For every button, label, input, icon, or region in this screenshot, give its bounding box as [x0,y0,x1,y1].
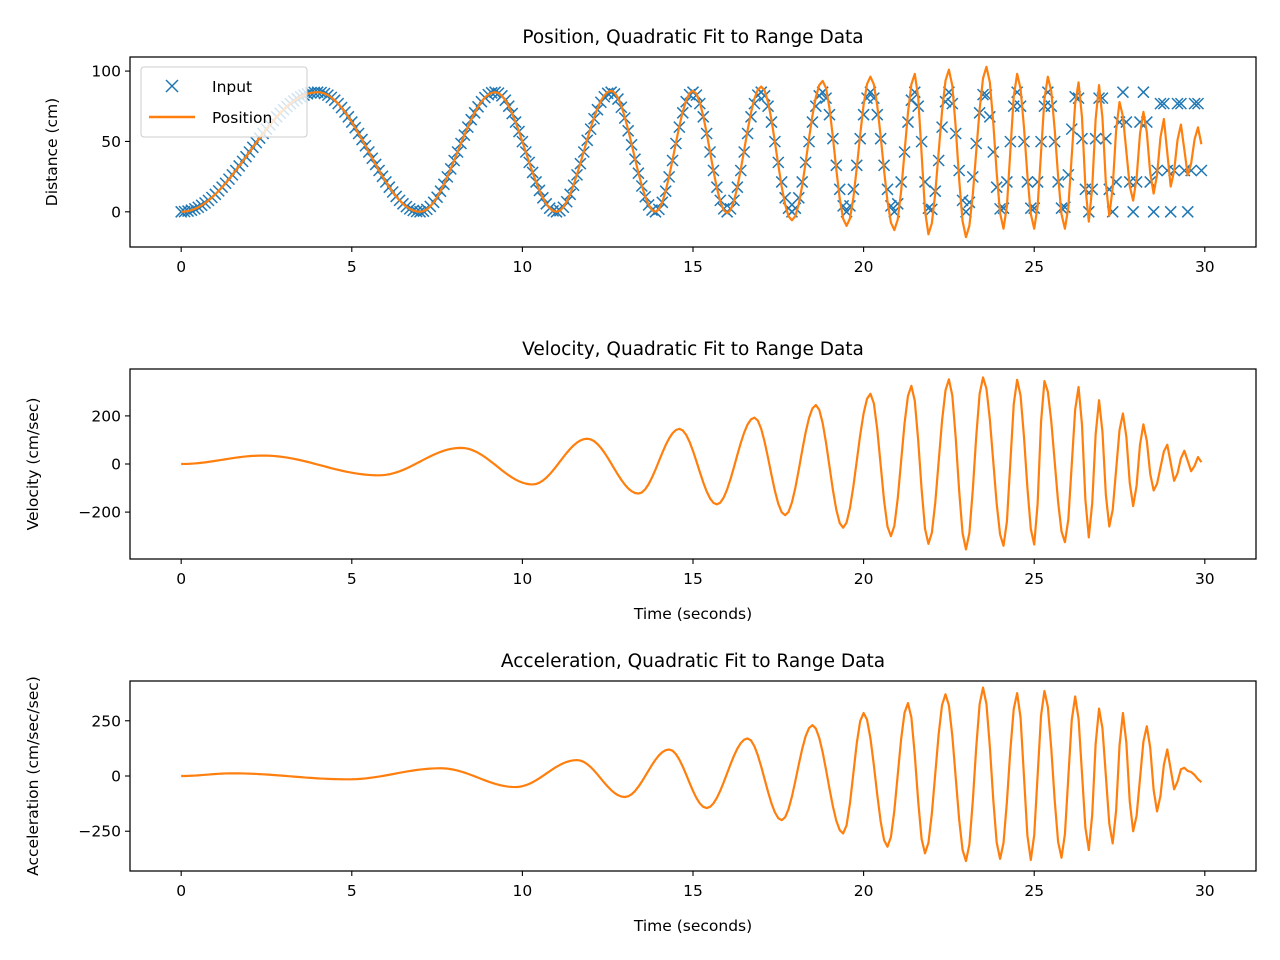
x-tick-label: 25 [1024,258,1044,276]
series-line-velocity [181,376,1203,551]
data-point-x-marker [1065,123,1078,136]
data-point-x-marker [1157,97,1170,110]
y-tick-label: 0 [111,203,121,221]
legend-entry-position: Position [149,109,272,127]
series-line-position [181,65,1203,239]
data-point-x-marker [1031,175,1044,188]
x-tick-label: 25 [1024,882,1044,900]
data-point-x-marker [946,97,959,110]
data-point-x-marker [809,100,822,113]
data-point-x-marker [1147,205,1160,218]
data-point-x-marker [976,88,990,101]
data-point-x-marker [1164,205,1177,218]
x-tick-label: 0 [176,258,186,276]
x-tick-label: 5 [347,258,357,276]
data-point-x-marker [881,183,894,196]
data-point-x-marker [1045,100,1058,113]
position-chart: Position, Quadratic Fit to Range Data Di… [43,27,1257,276]
x-tick-label: 25 [1024,570,1044,588]
data-point-x-marker [987,145,1000,159]
data-point-x-marker [1093,92,1106,105]
x-tick-label: 15 [683,882,703,900]
chart-title: Acceleration, Quadratic Fit to Range Dat… [501,651,885,672]
data-point-x-marker [966,170,979,183]
data-point-x-marker [792,191,805,204]
data-point-x-marker [748,97,761,110]
data-point-x-marker [820,92,833,105]
y-tick-label: 0 [111,768,121,786]
x-tick-label: 20 [854,258,874,276]
chart-title: Velocity, Quadratic Fit to Range Data [522,339,864,360]
x-tick-label: 15 [683,570,703,588]
data-point-x-marker [956,194,969,207]
y-tick-label: 250 [91,712,121,730]
x-tick-label: 5 [347,882,357,900]
x-marker-icon [165,79,179,93]
x-tick-label: 5 [347,570,357,588]
data-point-x-marker [1195,164,1208,177]
data-point-x-marker [1154,97,1167,110]
y-tick-label: 0 [111,456,121,474]
x-axis-label: Time (seconds) [633,605,752,623]
x-tick-label: 30 [1195,570,1215,588]
legend: Input Position [140,66,308,138]
series-line-acceleration [181,686,1203,863]
data-point-x-marker [1099,132,1112,145]
data-point-x-marker [779,191,792,204]
legend-label: Input [212,78,252,96]
data-point-x-marker [1137,86,1150,99]
data-point-x-marker [1174,97,1187,110]
data-point-x-marker [1144,175,1157,188]
plot-area [181,686,1203,863]
data-point-x-marker [1014,100,1027,113]
velocity-chart: Velocity, Quadratic Fit to Range Data Ve… [24,339,1257,623]
x-tick-label: 10 [513,258,533,276]
x-tick-label: 15 [683,258,703,276]
plot-area [175,65,1208,239]
x-tick-label: 30 [1195,258,1215,276]
x-tick-label: 0 [176,882,186,900]
data-point-x-marker [918,175,932,188]
x-axis-label: Time (seconds) [633,917,752,935]
legend-label: Position [212,109,272,127]
data-point-x-marker [1127,205,1140,218]
y-axis-label: Distance (cm) [43,98,61,206]
y-axis-label: Acceleration (cm/sec/sec) [24,676,42,876]
y-tick-label: 200 [91,407,121,425]
x-tick-label: 20 [854,570,874,588]
data-point-x-marker [857,108,870,121]
data-point-x-marker [936,121,949,134]
x-tick-label: 20 [854,882,874,900]
data-point-x-marker [891,197,904,210]
data-point-x-marker [1116,86,1129,99]
chart-title: Position, Quadratic Fit to Range Data [522,27,863,48]
y-axis-label: Velocity (cm/sec) [24,398,42,531]
data-point-x-marker [1062,168,1075,181]
data-point-x-marker [1000,175,1013,188]
x-tick-label: 10 [513,570,533,588]
data-point-x-marker [1181,205,1194,218]
y-tick-label: −250 [78,823,121,841]
data-point-x-marker [1188,97,1201,110]
data-point-x-marker [1191,97,1205,110]
data-point-x-marker [990,181,1003,194]
legend-entry-input: Input [165,78,252,96]
x-tick-label: 0 [176,570,186,588]
y-tick-label: 100 [91,63,121,81]
y-tick-label: −200 [78,504,121,522]
plot-area [181,376,1203,551]
legend-frame [140,66,308,138]
acceleration-chart: Acceleration, Quadratic Fit to Range Dat… [24,651,1257,935]
y-tick-label: 50 [101,133,121,151]
x-tick-label: 10 [513,882,533,900]
data-point-x-marker [1171,97,1184,110]
data-point-x-marker [925,203,938,216]
x-tick-label: 30 [1195,882,1215,900]
